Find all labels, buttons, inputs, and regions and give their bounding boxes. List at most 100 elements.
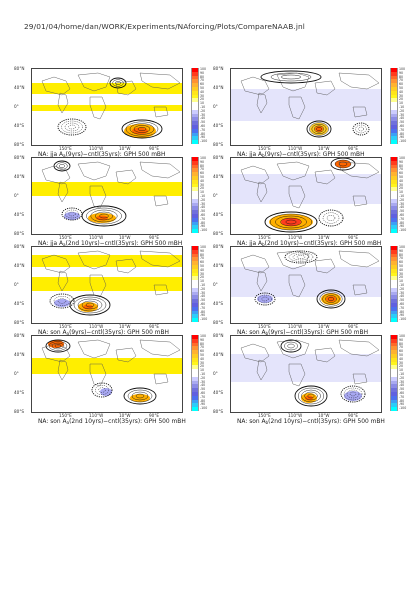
colorbar-swatch [390,172,398,177]
colorbar-swatch [390,357,398,362]
positive-band [32,358,182,374]
lon-tick-label: 10°W [119,235,131,240]
colorbar-swatch [191,376,199,381]
colorbar-swatch [191,365,199,370]
contour-line [90,209,118,223]
colorbar-label: -70 [200,127,206,132]
colorbar-swatch [191,187,199,192]
colorbar-swatch [191,71,199,76]
colorbar-label: 80 [200,252,205,257]
colorbar-swatch [191,179,199,184]
map-plot [31,246,183,324]
caption-subscript: a [66,420,70,425]
colorbar-swatch [191,291,199,296]
colorbar-label: 70 [399,256,404,261]
colorbar-label: -70 [200,305,206,310]
caption-prefix: NA: jja A [237,152,262,158]
contour-line [57,118,87,136]
coastline [139,161,181,179]
positive-band [32,105,182,111]
colorbar-label: -40 [399,116,405,121]
caption-subscript: a [62,153,66,158]
colorbar-swatch [191,121,199,126]
coastline [139,250,181,268]
colorbar-swatch [390,113,398,118]
colorbar-label: -40 [399,383,405,388]
coastline [153,373,169,385]
colorbar-label: -20 [399,286,405,291]
colorbar-swatch [390,392,398,396]
colorbar-label: 50 [399,353,404,357]
coastline [89,96,107,120]
colorbar-swatch [390,168,398,173]
anomaly-field [231,336,381,412]
colorbar-swatch [191,303,199,307]
contour-line [127,389,153,403]
lat-tick-label: 80°S [14,409,25,414]
lat-tick-label: 40°S [213,123,224,128]
colorbar-label: -20 [200,375,206,380]
lat-tick-label: 0° [14,193,19,198]
contour-line [261,296,269,302]
contour-line [112,79,124,87]
colorbar-label: 50 [200,353,205,357]
coastline [77,72,111,92]
lon-tick-label: 110°W [89,146,104,151]
colorbar-swatch [191,210,199,215]
colorbar-label: -50 [399,298,405,303]
colorbar-swatch [191,295,199,300]
lon-tick-label: 10°W [119,146,131,151]
anomaly-field [231,158,381,234]
colorbar-swatch [191,403,199,408]
contour-line [285,219,297,225]
contour-line [94,211,114,221]
contour-line [68,211,76,217]
caption-prefix: NA: jja A [38,241,63,247]
contour-line [68,124,76,130]
colorbar-swatch [390,303,398,307]
colorbar-swatch [191,160,199,165]
contour-line [322,212,340,224]
lat-tick-label: 40°N [14,263,25,268]
colorbar-swatch [390,214,398,218]
colorbar-swatch [390,195,398,199]
colorbar-swatch [191,287,199,292]
colorbar-label: 10 [200,279,205,284]
lat-tick-label: 80°S [213,320,224,325]
colorbar-label: -90 [200,135,206,140]
colorbar-swatch [191,94,199,99]
coastline [57,181,69,203]
colorbar-swatch [390,125,398,129]
colorbar-label: 10 [399,190,404,195]
colorbar-swatch [191,373,199,377]
colorbar-swatch [390,373,398,377]
lat-tick-label: 40°S [213,301,224,306]
colorbar-swatch [390,121,398,126]
contour-line [340,385,366,403]
colorbar-swatch [390,198,398,203]
colorbar-label: 30 [200,93,205,98]
colorbar-label: -80 [399,309,405,314]
contour-line [346,389,360,399]
colorbar-swatch [191,342,199,347]
colorbar-swatch [191,384,199,389]
negative-band [231,174,381,204]
contour-line [301,389,321,403]
page-title: 29/01/04/home/dan/WORK/Experiments/NAfor… [24,22,305,31]
colorbar-swatch [390,117,398,122]
lon-tick-label: 110°W [288,235,303,240]
lon-tick-label: 90°E [149,146,160,151]
colorbar: 100 90 80 70 60 50 40 30 20 10 -10 -20 -30 -40 -50 -60-… [191,245,207,323]
colorbar-label: 40 [399,267,404,272]
contour-line [73,296,107,314]
colorbar-label: 100 [399,245,406,249]
coastline [276,339,310,359]
contour-line [121,119,163,139]
caption-subscript: a [62,242,66,247]
contour-line [311,123,327,135]
contour-line [260,70,322,84]
contour-line [133,125,151,133]
colorbar-label: -10 [399,283,405,287]
colorbar-label: 20 [200,97,205,102]
contour-line [109,77,127,89]
